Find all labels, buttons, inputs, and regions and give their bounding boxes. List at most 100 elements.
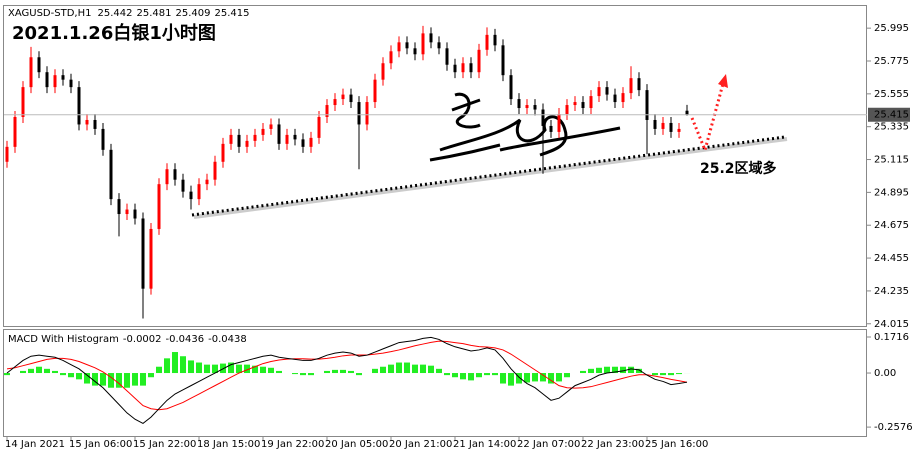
y-tick-label: 24.235 [874, 286, 909, 297]
candle-body [53, 75, 57, 88]
histogram-bar [180, 356, 186, 374]
candle-body [277, 124, 281, 144]
histogram-bar [676, 373, 682, 375]
candle-body [221, 143, 225, 162]
histogram-bar [92, 373, 98, 386]
histogram-bar [420, 364, 426, 374]
histogram-bar [508, 373, 514, 386]
candle-body [477, 49, 481, 73]
macd-value: -0.0436 [166, 334, 205, 345]
histogram-bar [20, 370, 26, 374]
candle-body [677, 128, 681, 132]
candle-body [653, 119, 657, 129]
candle-body [261, 128, 265, 135]
histogram-bar [132, 373, 138, 386]
y-tick-label: 24.675 [874, 220, 909, 231]
histogram-bar [516, 373, 522, 384]
candle-body [485, 34, 489, 50]
high-value: 25.481 [136, 8, 171, 19]
x-tick-label: 22 Jan 07:00 [517, 439, 580, 450]
candle-body [557, 114, 561, 132]
histogram-bar [100, 373, 106, 386]
x-tick-label: 15 Jan 06:00 [69, 439, 132, 450]
candle-body [549, 125, 553, 132]
candle-body [565, 105, 569, 114]
histogram-bar [596, 367, 602, 374]
histogram-bar [564, 373, 570, 378]
histogram-bar [52, 370, 58, 374]
candle-body [453, 64, 457, 73]
open-value: 25.442 [97, 8, 132, 19]
histogram-bar [36, 366, 42, 374]
candle-body [229, 134, 233, 144]
main-frame [3, 5, 867, 327]
histogram-bar [204, 364, 210, 374]
x-tick-label: 25 Jan 16:00 [645, 439, 708, 450]
histogram-bar [244, 364, 250, 374]
signal-line [6, 340, 688, 411]
histogram-bar [44, 368, 50, 374]
histogram-bar [300, 373, 306, 376]
candle-body [21, 87, 25, 117]
candle-body [685, 110, 689, 115]
candle-body [581, 102, 585, 109]
histogram-bar [532, 373, 538, 382]
histogram-bar [340, 369, 346, 374]
histogram-bar [588, 368, 594, 374]
signature [429, 92, 621, 162]
candle-body [341, 94, 345, 100]
histogram-bar [252, 365, 258, 374]
histogram-bar [484, 373, 490, 376]
candle-body [293, 134, 297, 140]
x-tick-label: 20 Jan 21:00 [389, 439, 452, 450]
histogram-bar [28, 368, 34, 374]
histogram-bar [68, 373, 74, 378]
histogram-bar [276, 370, 282, 374]
histogram-bar [292, 373, 298, 375]
histogram-bar [412, 364, 418, 374]
histogram-bar [268, 367, 274, 374]
candle-body [301, 139, 305, 147]
y-tick-label: 24.895 [874, 187, 909, 198]
histogram-bar [556, 373, 562, 382]
candle-body [493, 34, 497, 46]
histogram-bar [196, 362, 202, 374]
candle-body [213, 161, 217, 180]
y-tick-label: 0.00 [874, 368, 896, 379]
histogram-bar [332, 369, 338, 374]
candle-body [389, 51, 393, 64]
x-tick-label: 21 Jan 14:00 [453, 439, 516, 450]
candle-body [237, 134, 241, 147]
candle-body [29, 57, 33, 88]
histogram-bar [172, 352, 178, 374]
candle-body [69, 79, 73, 88]
histogram-bar [164, 358, 170, 374]
candle-body [109, 149, 113, 200]
candle-body [533, 105, 537, 110]
candle-body [349, 94, 353, 103]
candle-body [133, 209, 137, 219]
candle-body [669, 122, 673, 132]
candle-body [77, 87, 81, 125]
candle-body [285, 134, 289, 144]
histogram-bar [540, 373, 546, 382]
candle-body [45, 72, 49, 88]
candle-body [117, 199, 121, 215]
candle-body [333, 99, 337, 106]
histogram-bar [436, 368, 442, 374]
candle-body [357, 102, 361, 125]
histogram-bar [236, 364, 242, 374]
histogram-bar [324, 370, 330, 374]
candle-body [445, 48, 449, 65]
price-label: 25.415 [874, 110, 909, 121]
candle-body [629, 78, 633, 94]
macd-line [6, 336, 688, 424]
candle-body [637, 78, 641, 91]
candle-body [621, 93, 625, 103]
close-value: 25.415 [214, 8, 249, 19]
candle-body [541, 109, 545, 126]
y-tick-label: -0.2576 [874, 422, 912, 433]
histogram-bar [636, 368, 642, 374]
low-value: 25.409 [175, 8, 210, 19]
histogram-bar [620, 366, 626, 374]
